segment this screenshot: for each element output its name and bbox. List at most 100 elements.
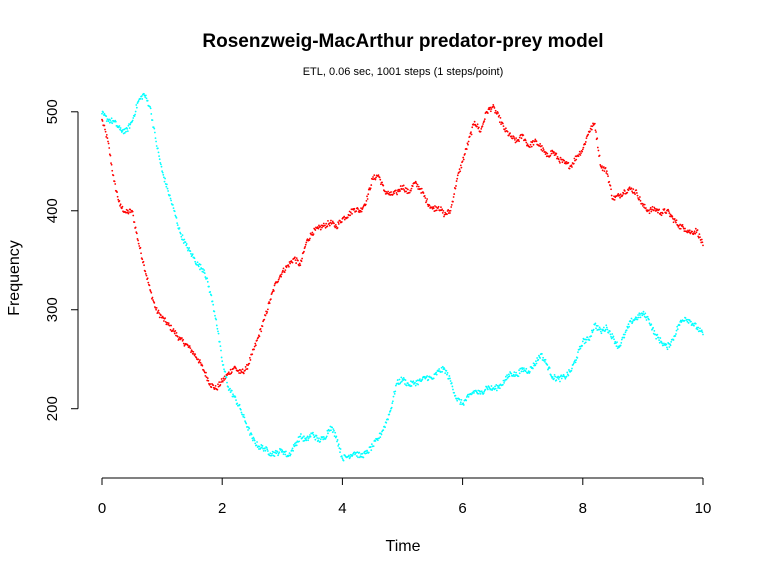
data-point <box>619 196 621 199</box>
data-point <box>541 150 544 152</box>
data-point <box>407 188 409 191</box>
data-point <box>656 333 659 336</box>
data-point <box>255 444 258 447</box>
data-point <box>379 183 382 186</box>
data-point <box>301 436 304 439</box>
data-point <box>636 194 639 197</box>
data-point <box>481 125 484 128</box>
data-point <box>444 372 447 375</box>
data-point <box>229 391 232 394</box>
data-point <box>560 374 563 377</box>
data-point <box>675 333 677 335</box>
data-point <box>416 185 418 188</box>
data-point <box>424 197 427 199</box>
data-point <box>489 106 492 109</box>
data-point <box>615 345 618 348</box>
data-point <box>566 371 569 374</box>
data-point <box>278 451 281 454</box>
data-point <box>459 170 462 173</box>
data-point <box>101 112 103 115</box>
data-point <box>558 160 561 163</box>
data-point <box>668 346 671 348</box>
data-point <box>196 261 199 264</box>
data-point <box>650 210 653 213</box>
data-point <box>649 206 652 209</box>
data-point <box>593 122 596 125</box>
data-point <box>389 409 392 412</box>
data-point <box>570 164 573 167</box>
data-point <box>458 171 460 174</box>
data-point <box>133 221 136 224</box>
data-point <box>365 452 368 455</box>
data-point <box>577 351 579 354</box>
data-point <box>369 446 372 448</box>
data-point <box>332 428 335 431</box>
data-point <box>486 112 489 114</box>
data-point <box>497 112 499 114</box>
data-point <box>401 380 403 383</box>
data-point <box>507 373 510 376</box>
data-point <box>442 210 445 212</box>
data-point <box>108 147 111 149</box>
data-point <box>495 389 498 392</box>
data-point <box>456 177 459 180</box>
data-point <box>318 224 320 227</box>
data-point <box>507 134 510 137</box>
data-point <box>295 257 298 260</box>
data-point <box>165 323 168 326</box>
data-point <box>387 190 389 193</box>
data-point <box>322 436 325 438</box>
data-point <box>553 151 555 153</box>
data-point <box>342 459 345 462</box>
data-point <box>112 174 115 177</box>
data-point <box>459 164 462 167</box>
data-point <box>144 270 147 273</box>
data-point <box>573 157 576 160</box>
data-point <box>182 242 185 244</box>
data-point <box>265 312 268 315</box>
data-point <box>553 373 556 376</box>
data-point <box>284 453 287 456</box>
data-point <box>595 131 597 133</box>
data-point <box>346 216 349 219</box>
data-point <box>445 369 448 372</box>
data-point <box>176 224 179 226</box>
data-point <box>245 422 248 425</box>
data-point <box>434 205 436 207</box>
data-point <box>195 356 198 359</box>
data-point <box>648 209 650 212</box>
data-point <box>295 441 298 444</box>
data-point <box>489 388 492 390</box>
data-point <box>470 133 473 136</box>
data-point <box>114 120 117 123</box>
data-point <box>391 402 394 405</box>
data-point <box>206 377 209 380</box>
data-point <box>317 439 320 442</box>
data-point <box>192 350 195 353</box>
data-point <box>591 331 594 334</box>
data-point <box>525 367 528 370</box>
data-point <box>194 353 197 356</box>
data-point <box>185 244 188 247</box>
data-point <box>702 333 704 336</box>
data-point <box>484 388 487 391</box>
data-point <box>628 325 630 328</box>
data-point <box>326 429 329 432</box>
data-point <box>586 336 589 339</box>
data-point <box>167 323 170 326</box>
data-point <box>348 210 351 213</box>
data-point <box>694 232 697 235</box>
data-point <box>186 246 189 249</box>
data-point <box>609 184 612 187</box>
data-point <box>661 212 664 215</box>
data-point <box>517 138 520 141</box>
data-point <box>226 374 228 377</box>
data-point <box>477 126 480 129</box>
data-point <box>675 221 677 224</box>
data-point <box>157 151 160 154</box>
data-point <box>535 362 538 365</box>
data-point <box>514 141 517 144</box>
data-point <box>162 173 165 176</box>
data-point <box>556 156 559 158</box>
data-point <box>211 300 214 303</box>
